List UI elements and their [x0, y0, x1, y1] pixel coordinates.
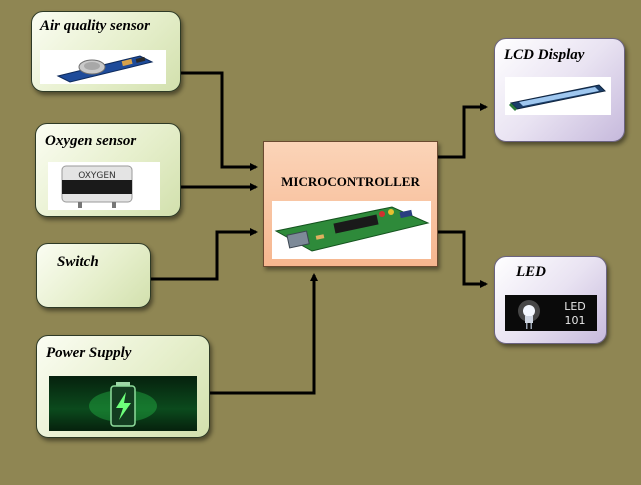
lcd-display-block: LCD Display [494, 38, 625, 142]
switch-block: Switch [36, 243, 151, 308]
power-supply-label: Power Supply [46, 345, 132, 361]
lcd-display-image [505, 77, 611, 115]
microcontroller-block: MICROCONTROLLER [263, 141, 438, 267]
oxygen-sensor-text: OXYGEN [78, 171, 116, 181]
led-logo-top: LED [564, 300, 586, 313]
led-logo-bottom: 101 [565, 314, 586, 327]
charging-bolt-icon [116, 392, 131, 420]
microcontroller-board-image [272, 201, 431, 259]
switch-label: Switch [57, 254, 99, 270]
led-image: LED 101 [505, 295, 597, 331]
oxygen-sensor-block: Oxygen sensor OXYGEN [35, 123, 181, 217]
wire-switch-to-mcu [150, 228, 258, 281]
air-quality-sensor-block: Air quality sensor [31, 11, 181, 92]
wire-air-to-mcu [180, 71, 258, 171]
oxygen-sensor-label: Oxygen sensor [45, 133, 137, 149]
power-supply-block: Power Supply [36, 335, 210, 438]
wire-power-to-mcu [209, 273, 318, 395]
wire-mcu-to-lcd [438, 103, 488, 159]
oxygen-sensor-image: OXYGEN [48, 162, 160, 210]
lcd-display-label: LCD Display [504, 47, 585, 63]
air-quality-sensor-label: Air quality sensor [40, 18, 151, 34]
microcontroller-label: MICROCONTROLLER [281, 174, 420, 189]
battery-image [49, 376, 197, 431]
wire-mcu-to-led [438, 230, 488, 288]
led-label: LED [516, 264, 546, 280]
air-quality-sensor-image [40, 50, 166, 84]
led-block: LED LED 101 [494, 256, 607, 344]
